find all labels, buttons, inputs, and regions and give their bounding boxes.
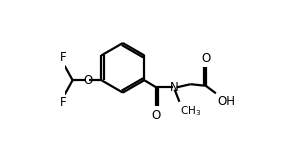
Text: O: O xyxy=(152,109,161,122)
Text: O: O xyxy=(201,52,210,65)
Text: OH: OH xyxy=(218,95,235,108)
Text: O: O xyxy=(83,74,92,87)
Text: N: N xyxy=(170,81,179,94)
Text: CH$_3$: CH$_3$ xyxy=(180,104,201,118)
Text: F: F xyxy=(60,96,66,109)
Text: F: F xyxy=(60,51,66,64)
